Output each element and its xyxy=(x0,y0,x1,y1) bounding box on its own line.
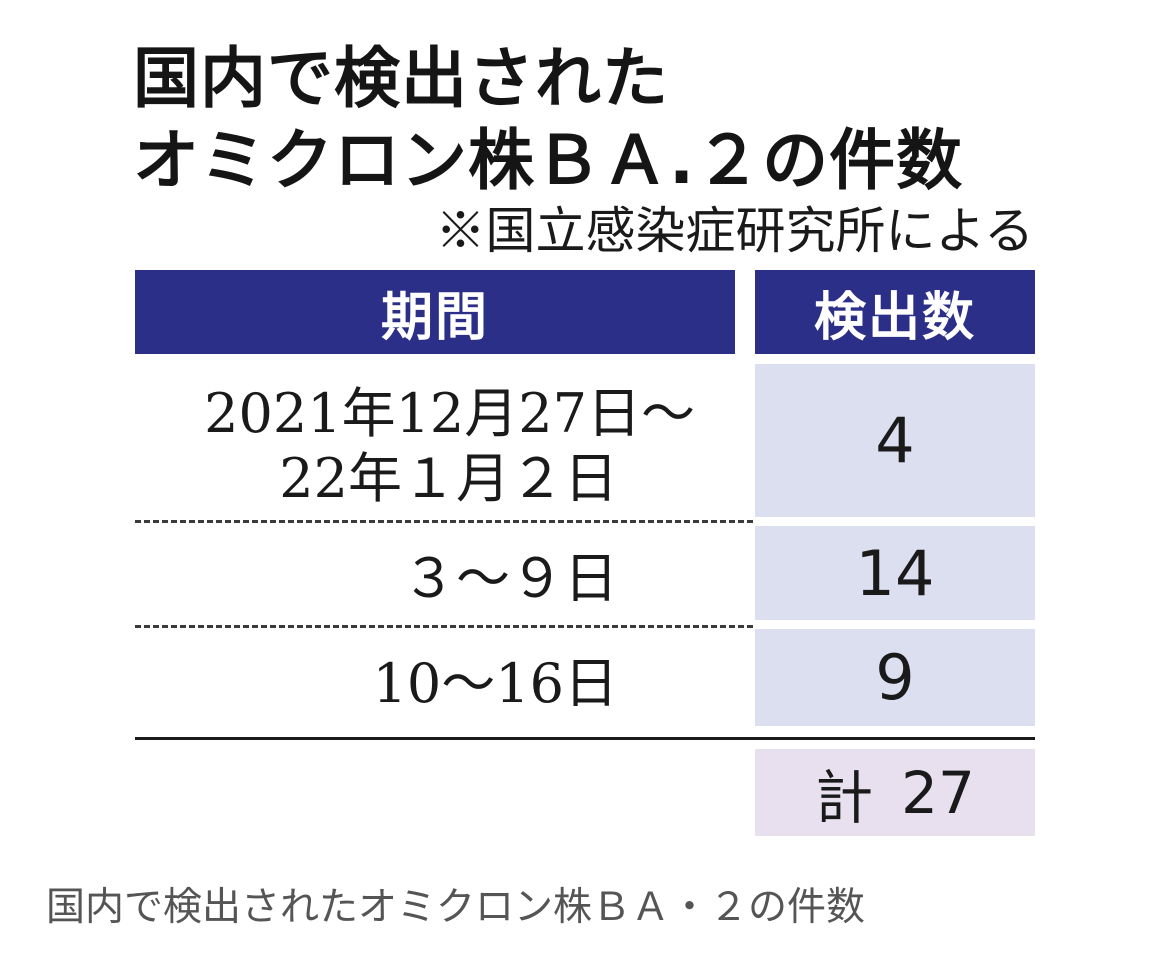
row-3-count-value: 9 xyxy=(875,641,915,714)
row-2-count-cell: 14 xyxy=(755,526,1035,620)
row-3-count-cell: 9 xyxy=(755,629,1035,726)
column-header-period: 期間 xyxy=(135,270,735,354)
row-3-period: 10～16日 xyxy=(372,652,618,715)
row-1-period-line-1: 2021年12月27日～ xyxy=(204,382,695,445)
row-2-count-value: 14 xyxy=(855,536,935,610)
row-1-count-cell: 4 xyxy=(755,364,1035,517)
total-value: 27 xyxy=(901,758,975,827)
row-divider-1 xyxy=(135,520,753,523)
total-label: 計 xyxy=(815,763,874,832)
row-2-period: ３～９日 xyxy=(402,547,618,610)
source-note: ※国立感染症研究所による xyxy=(435,202,1035,260)
total-rule xyxy=(135,737,1035,740)
total-cell: 計 27 xyxy=(755,749,1035,836)
chart-title-line-1: 国内で検出された xyxy=(133,40,669,117)
column-header-count: 検出数 xyxy=(755,270,1035,354)
row-1-count-value: 4 xyxy=(875,404,915,477)
chart-title-line-2: オミクロン株ＢＡ.２の件数 xyxy=(133,122,964,199)
row-1-period-line-2: 22年１月２日 xyxy=(279,447,618,510)
row-divider-2 xyxy=(135,625,753,628)
image-caption: 国内で検出されたオミクロン株ＢＡ・２の件数 xyxy=(46,885,866,930)
